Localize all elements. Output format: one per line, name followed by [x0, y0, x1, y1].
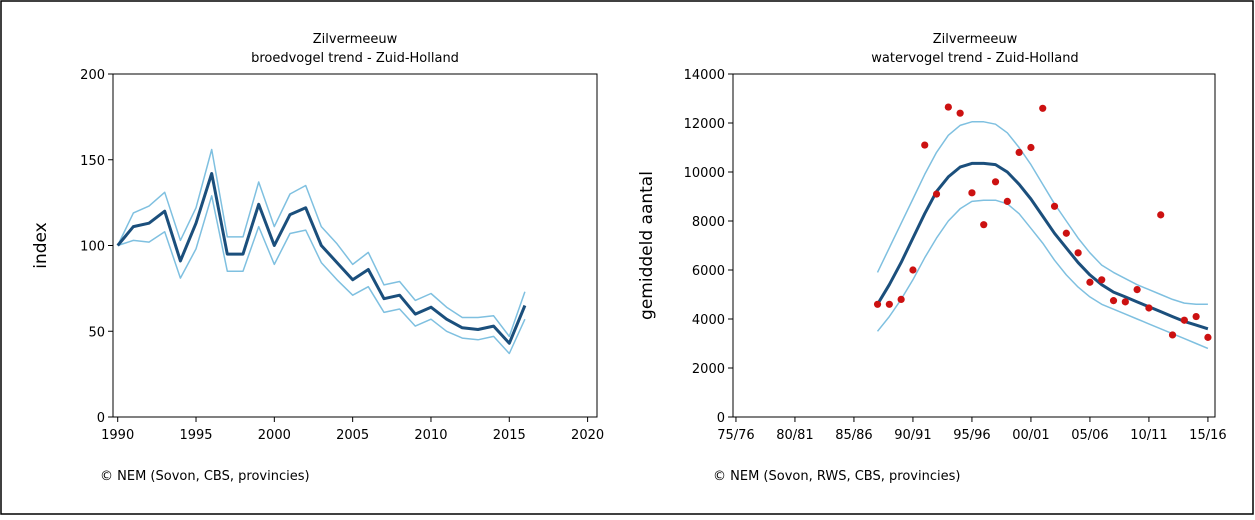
x-tick-label: 05/06 [1071, 428, 1108, 443]
confidence-line [117, 148, 526, 338]
x-tick-label: 95/96 [953, 428, 990, 443]
x-tick-label: 85/86 [835, 428, 872, 443]
count-point [1086, 278, 1094, 286]
count-point [897, 295, 905, 303]
x-tick-label: 10/11 [1130, 428, 1167, 443]
x-tick-label: 2010 [414, 428, 447, 443]
x-tick-label: 1995 [179, 428, 212, 443]
count-point [968, 189, 976, 197]
y-tick-label: 12000 [684, 117, 725, 132]
count-point [1098, 276, 1106, 284]
count-point [1168, 331, 1177, 339]
x-tick-label: 2000 [258, 428, 291, 443]
count-point [1109, 297, 1118, 305]
y-tick-label: 0 [97, 411, 105, 426]
count-point [991, 178, 1000, 186]
chart-title: Zilvermeeuw [313, 32, 398, 47]
y-tick-label: 0 [717, 411, 725, 426]
x-tick-label: 2015 [493, 428, 526, 443]
chart-title: Zilvermeeuw [933, 32, 1018, 47]
source-note: © NEM (Sovon, RWS, CBS, provincies) [713, 469, 960, 484]
count-point [1039, 104, 1047, 112]
count-point [1027, 143, 1035, 152]
x-tick-label: 90/91 [894, 428, 931, 443]
count-point [1121, 298, 1129, 306]
count-point [932, 190, 941, 198]
y-axis-label: gemiddeld aantal [637, 171, 657, 320]
count-point [1180, 316, 1188, 324]
y-tick-label: 50 [88, 325, 105, 340]
y-axis-label: index [31, 222, 51, 269]
y-tick-label: 14000 [684, 68, 725, 83]
count-point [1157, 211, 1165, 219]
x-tick-label: 75/76 [717, 428, 754, 443]
count-point [1204, 333, 1212, 341]
trend-line [116, 172, 527, 345]
count-point [1050, 202, 1059, 210]
y-tick-label: 6000 [692, 264, 725, 279]
x-tick-label: 2005 [336, 428, 369, 443]
count-point [1074, 249, 1082, 257]
count-point [980, 221, 988, 229]
source-note: © NEM (Sovon, CBS, provincies) [100, 469, 310, 484]
count-point [944, 103, 952, 111]
count-point [873, 300, 882, 308]
y-tick-label: 100 [80, 240, 105, 255]
confidence-line [117, 195, 526, 355]
plot-frame [732, 73, 1216, 418]
chart-subtitle: broedvogel trend - Zuid-Holland [251, 51, 459, 66]
count-point [1145, 304, 1153, 312]
count-point [1062, 229, 1070, 237]
y-tick-label: 8000 [692, 215, 725, 230]
count-point [1192, 312, 1200, 321]
x-tick-label: 1990 [101, 428, 134, 443]
confidence-line [876, 199, 1209, 350]
count-point [1133, 286, 1141, 294]
count-point [909, 266, 917, 274]
count-point [1015, 148, 1023, 156]
x-tick-label: 15/16 [1189, 428, 1226, 443]
confidence-line [876, 121, 1208, 306]
count-point [885, 300, 893, 308]
chart-subtitle: watervogel trend - Zuid-Holland [871, 51, 1078, 66]
count-point [1003, 197, 1011, 205]
x-tick-label: 80/81 [776, 428, 813, 443]
y-tick-label: 2000 [692, 362, 725, 377]
y-tick-label: 150 [80, 154, 105, 169]
y-tick-label: 4000 [692, 313, 725, 328]
count-point [921, 141, 929, 149]
trend-line [876, 161, 1209, 331]
x-tick-label: 00/01 [1012, 428, 1049, 443]
count-point [956, 109, 964, 117]
x-tick-label: 2020 [571, 428, 604, 443]
y-tick-label: 200 [80, 68, 105, 83]
y-tick-label: 10000 [684, 166, 725, 181]
